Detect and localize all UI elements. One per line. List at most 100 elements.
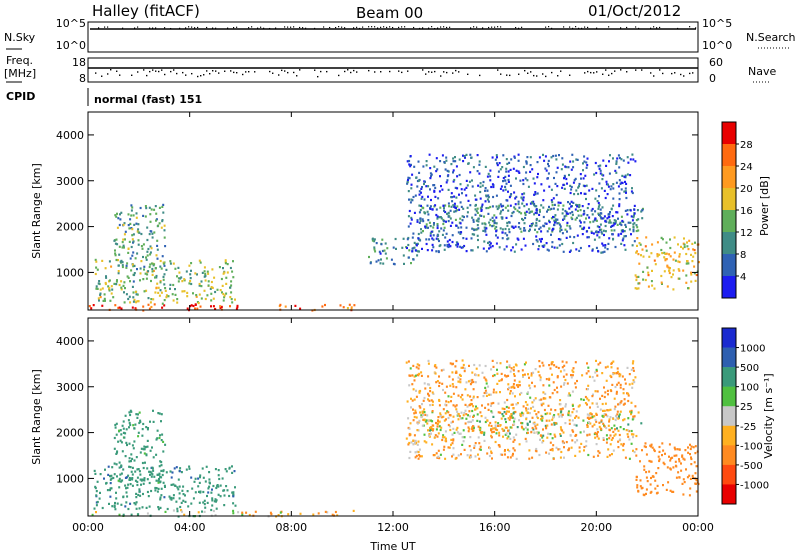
data-cell xyxy=(595,413,598,416)
data-cell xyxy=(527,391,529,394)
data-cell xyxy=(420,415,423,419)
data-cell xyxy=(561,208,564,211)
nave-point xyxy=(137,71,139,73)
data-cell xyxy=(137,228,140,231)
data-cell xyxy=(619,221,622,224)
data-cell xyxy=(666,264,669,267)
data-cell xyxy=(556,386,558,389)
data-cell xyxy=(559,370,562,373)
data-cell xyxy=(461,219,464,222)
nave-point xyxy=(401,71,403,74)
nave-point xyxy=(161,69,163,71)
data-cell xyxy=(519,414,522,418)
nave-point xyxy=(164,73,166,76)
data-cell xyxy=(524,229,527,232)
data-cell xyxy=(588,189,591,192)
data-cell xyxy=(530,225,533,228)
data-cell xyxy=(144,205,147,208)
data-cell xyxy=(491,216,494,219)
data-cell xyxy=(200,297,203,300)
data-cell xyxy=(638,262,641,265)
data-cell xyxy=(207,491,210,494)
data-cell xyxy=(695,273,698,277)
data-cell xyxy=(108,287,111,290)
data-cell xyxy=(609,408,612,411)
data-cell xyxy=(202,490,205,494)
data-cell xyxy=(131,466,134,469)
data-cell xyxy=(548,452,551,455)
data-cell xyxy=(405,437,408,440)
data-cell xyxy=(605,413,607,416)
data-cell xyxy=(630,233,632,236)
data-cell xyxy=(564,228,567,231)
data-cell xyxy=(546,436,549,439)
data-cell xyxy=(612,187,615,190)
data-cell xyxy=(635,434,638,438)
data-cell xyxy=(486,198,489,201)
nave-point xyxy=(593,72,595,74)
data-cell xyxy=(516,426,519,429)
data-cell xyxy=(155,453,158,456)
power-ylabel: Slant Range [km] xyxy=(30,163,43,259)
data-cell xyxy=(551,373,553,376)
data-cell xyxy=(687,262,690,265)
data-cell xyxy=(595,219,598,222)
data-cell xyxy=(408,209,411,213)
data-cell xyxy=(412,419,415,422)
data-cell xyxy=(241,511,244,514)
data-cell xyxy=(555,365,558,368)
data-cell xyxy=(151,270,154,273)
data-cell xyxy=(145,207,148,210)
data-cell xyxy=(420,204,422,207)
data-cell xyxy=(348,303,351,306)
data-cell xyxy=(402,237,405,240)
data-cell xyxy=(139,451,142,454)
data-cell xyxy=(161,205,164,208)
data-cell xyxy=(139,478,142,481)
data-cell xyxy=(299,512,302,515)
data-cell xyxy=(607,409,610,412)
data-cell xyxy=(454,405,457,408)
data-cell xyxy=(503,248,506,251)
data-cell xyxy=(418,190,421,193)
data-cell xyxy=(495,230,498,233)
colorbar-band xyxy=(722,386,736,407)
data-cell xyxy=(536,192,539,195)
data-cell xyxy=(497,175,500,178)
data-cell xyxy=(230,298,233,301)
data-cell xyxy=(490,410,493,413)
data-cell xyxy=(481,222,484,225)
data-cell xyxy=(533,409,536,412)
data-cell xyxy=(618,179,621,182)
data-cell xyxy=(624,235,627,238)
data-cell xyxy=(627,392,630,395)
data-cell xyxy=(507,209,510,212)
data-cell xyxy=(478,457,481,460)
data-cell xyxy=(429,386,432,390)
data-cell xyxy=(178,470,181,473)
data-cell xyxy=(574,177,577,180)
data-cell xyxy=(677,243,679,246)
data-cell xyxy=(428,433,431,436)
data-cell xyxy=(150,262,153,265)
data-cell xyxy=(178,497,181,500)
data-cell xyxy=(448,243,451,246)
data-cell xyxy=(474,442,477,445)
data-cell xyxy=(444,412,447,415)
data-cell xyxy=(569,191,572,195)
beam-title: Beam 00 xyxy=(356,4,423,22)
data-cell xyxy=(402,254,405,257)
data-cell xyxy=(501,208,504,212)
data-cell xyxy=(109,495,112,498)
data-cell xyxy=(616,410,619,413)
data-cell xyxy=(485,207,488,210)
data-cell xyxy=(628,438,631,441)
data-cell xyxy=(312,513,315,516)
data-cell xyxy=(534,211,537,214)
data-cell xyxy=(241,513,244,516)
data-cell xyxy=(574,382,577,385)
data-cell xyxy=(138,421,141,425)
data-cell xyxy=(645,236,648,239)
data-cell xyxy=(628,383,631,386)
data-cell xyxy=(496,368,498,371)
